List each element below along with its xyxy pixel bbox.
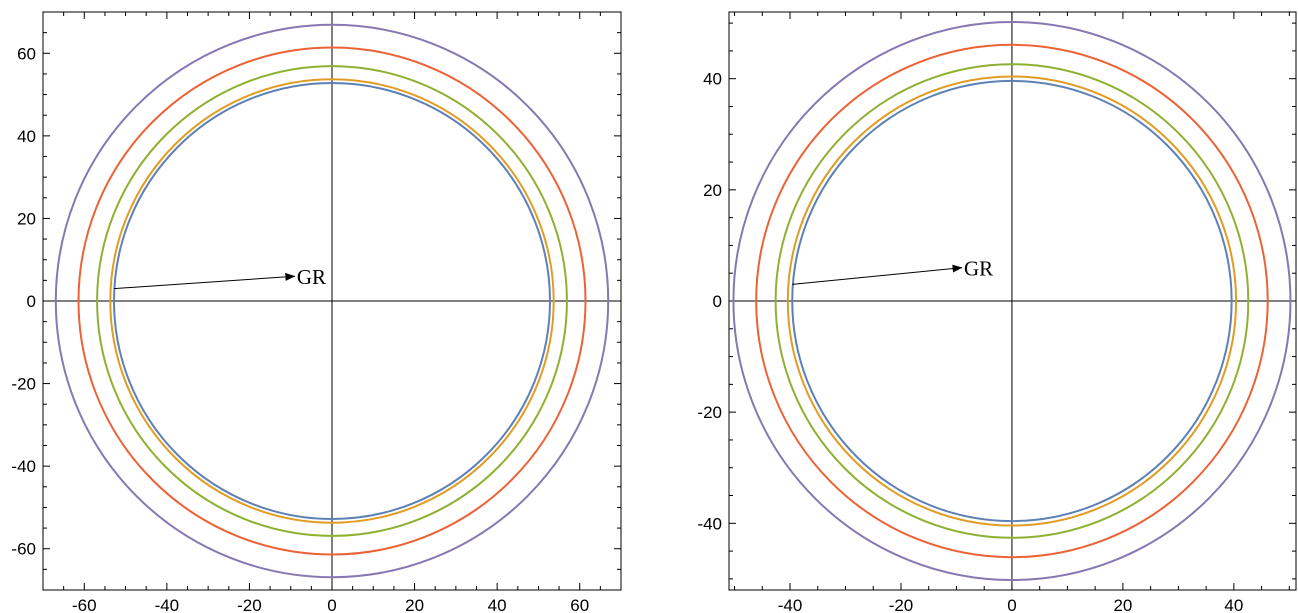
y-tick-label: 20 (17, 209, 36, 228)
x-tick-label: -40 (155, 596, 180, 613)
series-circle-2 (109, 78, 555, 524)
x-tick-label: -60 (72, 596, 97, 613)
x-tick-label: 40 (488, 596, 507, 613)
x-tick-label: -20 (889, 596, 914, 613)
y-tick-label: 40 (703, 70, 722, 89)
y-tick-label: 20 (703, 181, 722, 200)
y-tick-label: -20 (697, 403, 722, 422)
y-tick-label: 60 (17, 44, 36, 63)
y-tick-label: -20 (11, 375, 36, 394)
left-plot: -60 -40 -20 0 20 40 60 -60 -40 -20 0 20 40 60 GR (11, 11, 622, 613)
series-circle-5 (732, 21, 1292, 581)
x-tick-label: 0 (1007, 596, 1016, 613)
x-tick-label: -20 (237, 596, 262, 613)
x-tick-label: 40 (1224, 596, 1243, 613)
right-plot: -40 -20 0 20 40 -40 -20 0 20 40 GR (697, 11, 1297, 613)
y-tick-label: 40 (17, 127, 36, 146)
series-circle-2 (786, 75, 1238, 527)
x-tick-label: 20 (1113, 596, 1132, 613)
y-tick-label: -40 (11, 457, 36, 476)
annotation-arrow (792, 264, 963, 285)
x-tick-label: -40 (778, 596, 803, 613)
x-tick-label: 60 (570, 596, 589, 613)
x-tick-label: 0 (327, 596, 336, 613)
y-tick-label: -60 (11, 540, 36, 559)
series-circle-3 (96, 65, 568, 537)
annotation-label: GR (964, 257, 993, 281)
series-circle-5 (54, 23, 610, 579)
y-tick-label: -40 (697, 514, 722, 533)
series-circle-1 (791, 79, 1233, 523)
annotation-arrow (113, 272, 296, 290)
x-tick-label: 20 (405, 596, 424, 613)
y-tick-label: 0 (27, 292, 36, 311)
series-circle-1 (113, 82, 551, 520)
series-circle-4 (77, 46, 587, 556)
annotation-label: GR (297, 265, 326, 289)
series-circle-4 (755, 43, 1269, 559)
series-circle-3 (774, 63, 1250, 539)
y-tick-label: 0 (713, 292, 722, 311)
